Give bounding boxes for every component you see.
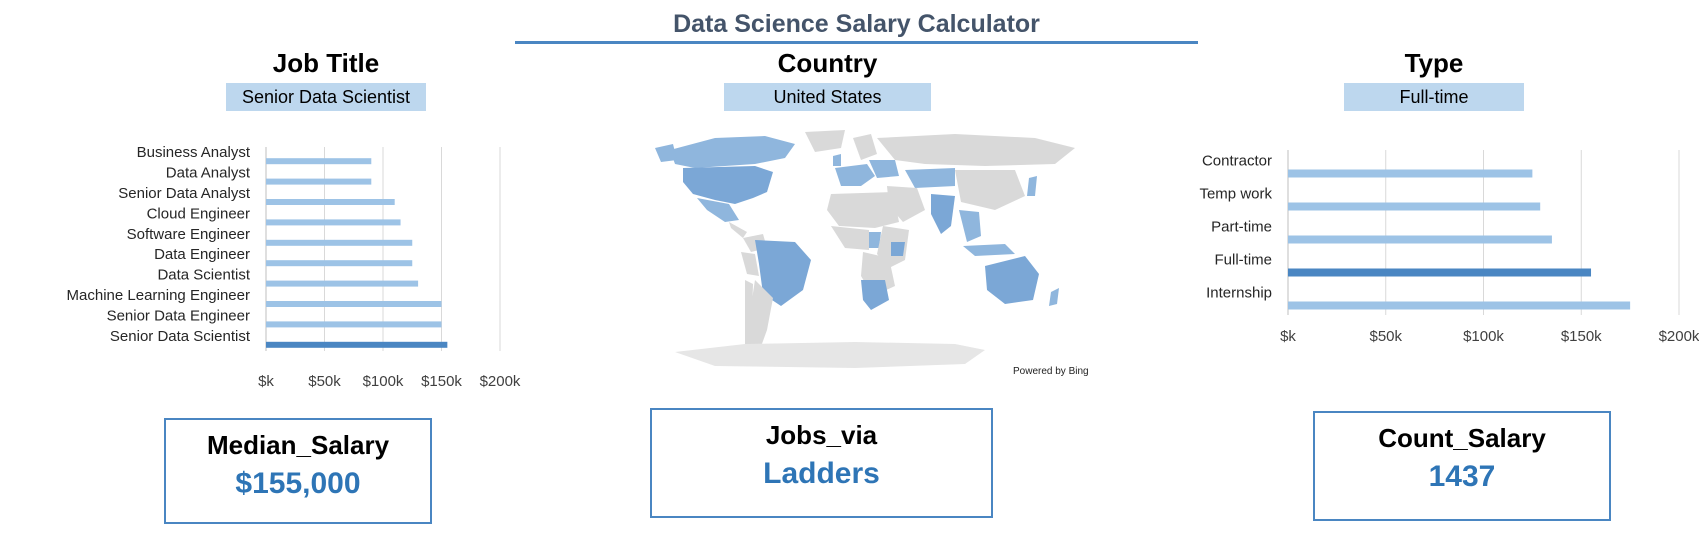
map-region-north-africa: [827, 192, 899, 228]
bar-senior-data-engineer: [266, 321, 442, 328]
bar-machine-learning-engineer: [266, 301, 442, 307]
x-tick-label: $50k: [1369, 328, 1402, 345]
x-tick-label: $k: [258, 373, 274, 390]
x-tick-label: $100k: [363, 373, 404, 390]
map-region-east-europe: [869, 160, 899, 178]
category-label: Software Engineer: [127, 226, 250, 243]
map-region-greenland: [805, 130, 845, 152]
category-label: Contractor: [1202, 153, 1272, 170]
map-region-south-africa: [861, 280, 889, 310]
map-region-scandinavia: [853, 134, 877, 160]
job-title-selector[interactable]: Senior Data Scientist: [226, 83, 426, 111]
median-salary-label: Median_Salary: [206, 430, 390, 460]
map-region-indonesia: [963, 244, 1015, 256]
category-label: Data Scientist: [157, 267, 250, 284]
x-tick-label: $200k: [1659, 328, 1699, 345]
map-region-nigeria: [869, 232, 881, 248]
count-salary-card: Count_Salary 1437: [1313, 411, 1611, 521]
median-salary-card: Median_Salary $155,000: [164, 418, 432, 524]
type-header: Type: [1404, 48, 1464, 78]
country-header: Country: [777, 48, 878, 78]
map-region-antarctica: [675, 342, 985, 368]
count-salary-value: 1437: [1428, 460, 1496, 493]
map-region-argentina: [751, 280, 773, 352]
category-label: Data Analyst: [166, 165, 251, 182]
map-region-central-asia: [905, 168, 955, 188]
jobs-via-label: Jobs_via: [765, 420, 878, 450]
map-region-mexico: [697, 198, 739, 222]
map-region-china: [955, 170, 1025, 210]
category-label: Cloud Engineer: [147, 205, 250, 222]
bar-cloud-engineer: [266, 219, 401, 226]
category-label: Part-time: [1211, 219, 1272, 236]
country-selector[interactable]: United States: [724, 83, 931, 111]
x-tick-label: $150k: [1561, 328, 1602, 345]
category-label: Senior Data Scientist: [110, 328, 251, 345]
bar-part-time: [1288, 235, 1552, 244]
map-region-canada: [670, 136, 795, 168]
bar-senior-data-scientist: [266, 341, 448, 348]
type-selector[interactable]: Full-time: [1344, 83, 1524, 111]
category-label: Business Analyst: [137, 144, 251, 161]
category-label: Full-time: [1214, 252, 1272, 269]
map-region-central-america: [729, 222, 747, 238]
bar-data-scientist: [266, 280, 419, 287]
bar-internship: [1288, 301, 1631, 310]
map-region-southeast-asia: [959, 210, 981, 242]
x-tick-label: $200k: [480, 373, 521, 390]
category-label: Data Engineer: [154, 246, 250, 263]
type-salary-chart: $k $50k $100k $150k $200k Contractor Temp work…: [1199, 150, 1699, 345]
jobs-via-card: Jobs_via Ladders: [650, 408, 993, 518]
world-map-graphic: [655, 130, 1075, 368]
bar-software-engineer: [266, 239, 413, 246]
map-region-new-zealand: [1049, 288, 1059, 306]
bar-temp-work: [1288, 202, 1541, 211]
category-label: Internship: [1206, 285, 1272, 302]
map-region-chile: [745, 280, 753, 350]
map-region-australia: [985, 256, 1039, 304]
map-region-peru: [741, 252, 759, 276]
map-region-japan: [1027, 176, 1037, 196]
median-salary-value: $155,000: [235, 467, 361, 500]
bar-full-time: [1288, 268, 1592, 277]
map-region-west-europe: [835, 164, 875, 186]
map-region-kenya: [891, 242, 905, 256]
map-region-india: [931, 194, 955, 234]
map-attribution: Powered by Bing: [1013, 366, 1089, 377]
job-title-header: Job Title: [272, 48, 380, 78]
bar-senior-data-analyst: [266, 199, 395, 205]
map-region-usa: [683, 166, 773, 204]
map-region-uk: [833, 154, 841, 166]
x-tick-label: $50k: [308, 373, 341, 390]
map-region-west-africa: [831, 226, 869, 250]
bar-data-analyst: [266, 178, 372, 185]
dashboard-title: Data Science Salary Calculator: [673, 10, 1040, 38]
bar-business-analyst: [266, 158, 372, 165]
jobs-via-value: Ladders: [763, 457, 880, 490]
category-label: Machine Learning Engineer: [67, 287, 250, 304]
x-tick-label: $k: [1280, 328, 1296, 345]
category-label: Senior Data Analyst: [118, 185, 251, 202]
category-label: Temp work: [1199, 186, 1272, 203]
title-underline: [515, 41, 1198, 44]
x-tick-label: $150k: [421, 373, 462, 390]
world-map[interactable]: [655, 130, 1095, 380]
map-region-alaska: [655, 144, 677, 162]
map-region-russia: [877, 134, 1075, 166]
job-title-salary-chart: $k $50k $100k $150k $200k Business Analyst Dat…: [67, 144, 521, 390]
bar-data-engineer: [266, 260, 413, 267]
category-label: Senior Data Engineer: [107, 307, 250, 324]
map-region-brazil: [755, 240, 811, 306]
bar-contractor: [1288, 169, 1533, 178]
x-tick-label: $100k: [1463, 328, 1504, 345]
count-salary-label: Count_Salary: [1378, 423, 1546, 453]
